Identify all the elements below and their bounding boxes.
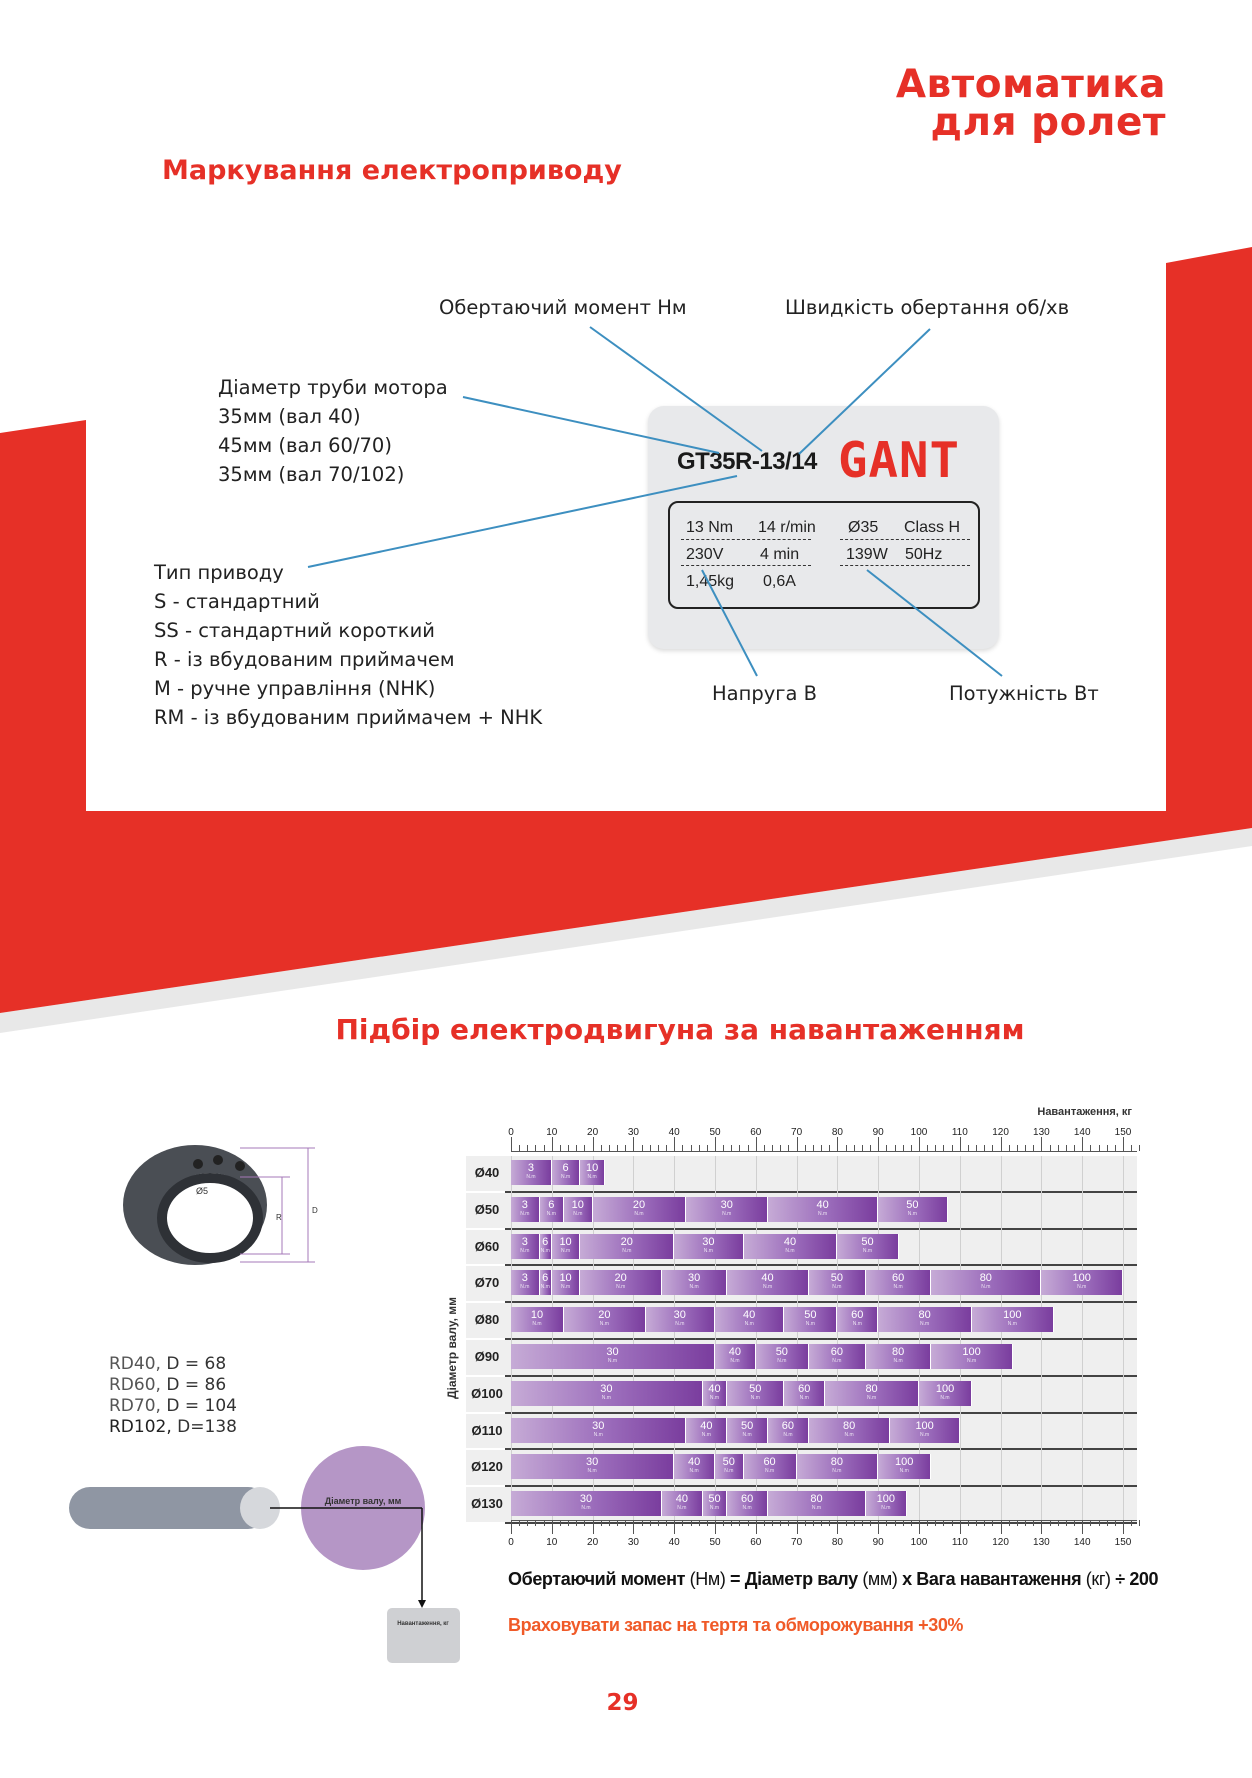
hole-label: Ø5 xyxy=(196,1186,208,1196)
spec-diameter: Ø35 xyxy=(848,519,879,536)
shaft-diagram-label: Діаметр валу, мм xyxy=(325,1496,402,1506)
diameter-block: Діаметр труби мотора 35мм (вал 40) 45мм … xyxy=(218,373,448,489)
brand-title: Автоматика для ролет xyxy=(895,62,1166,145)
rd-item: RD40, D = 68 xyxy=(109,1354,227,1374)
screw-hole-icon xyxy=(193,1159,203,1169)
shaft-cylinder xyxy=(69,1487,269,1529)
dash-line xyxy=(840,565,970,566)
plate-specs-box xyxy=(668,501,980,609)
screw-hole-icon xyxy=(213,1155,223,1165)
load-box xyxy=(387,1608,460,1663)
ring-inner xyxy=(157,1173,263,1263)
drive-type-heading: Тип приводу xyxy=(154,561,284,584)
gant-logo: GANT xyxy=(838,432,961,489)
brand-line-2: для ролет xyxy=(930,100,1166,145)
margin-note: Враховувати запас на тертя та обморожува… xyxy=(508,1615,964,1635)
spec-torque: 13 Nm xyxy=(686,519,734,536)
drive-type-option: RM - із вбудованим приймачем + NHK xyxy=(154,706,543,729)
callout-line-diameter xyxy=(462,396,720,454)
callout-line-power xyxy=(866,569,1003,677)
load-box-label: Навантаження, кг xyxy=(397,1621,449,1627)
shaft-end xyxy=(240,1487,280,1529)
torque-label: Обертаючий момент Нм xyxy=(439,296,687,319)
rd-item: RD60, D = 86 xyxy=(109,1375,227,1395)
spec-power: 139W xyxy=(846,546,888,563)
diameter-option: 45мм (вал 60/70) xyxy=(218,434,392,457)
spec-speed: 14 r/min xyxy=(758,519,816,536)
diameter-heading: Діаметр труби мотора xyxy=(218,376,448,399)
callout-line-voltage xyxy=(701,569,758,677)
power-label: Потужність Вт xyxy=(949,682,1099,705)
brand-line-1: Автоматика xyxy=(895,62,1166,107)
dash-line xyxy=(840,539,970,540)
drive-type-option: SS - стандартний короткий xyxy=(154,619,435,642)
selection-title: Підбір електродвигуна за навантаженням xyxy=(335,1013,1025,1046)
drive-type-option: M - ручне управління (NHK) xyxy=(154,677,436,700)
marking-title: Маркування електроприводу xyxy=(162,155,622,186)
callout-line-type xyxy=(307,475,738,568)
rd-item: RD70, D = 104 xyxy=(109,1396,237,1416)
r-label: R xyxy=(276,1213,282,1222)
adapter-ring-image: Ø5 R D xyxy=(123,1145,318,1265)
spec-frequency: 50Hz xyxy=(905,546,943,563)
callout-lines xyxy=(307,326,1003,677)
d-label: D xyxy=(312,1206,318,1215)
speed-label: Швидкість обертання об/хв xyxy=(785,296,1070,319)
rd-list: RD40, D = 68 RD60, D = 86 RD70, D = 104 … xyxy=(109,1354,237,1438)
red-band xyxy=(0,247,1252,1013)
diameter-option: 35мм (вал 70/102) xyxy=(218,463,405,486)
dash-line xyxy=(681,539,811,540)
voltage-label: Напруга В xyxy=(712,682,818,705)
callout-line-torque xyxy=(589,326,763,452)
callout-line-speed xyxy=(798,328,931,455)
plate-model: GT35R-13/14 xyxy=(677,448,817,475)
shaft-diagram: Діаметр валу, мм Навантаження, кг xyxy=(69,1446,460,1663)
dash-line xyxy=(681,565,811,566)
drive-type-option: R - із вбудованим приймачем xyxy=(154,648,455,671)
rd-item: RD102, D=138 xyxy=(109,1417,237,1437)
drive-type-option: S - стандартний xyxy=(154,590,320,613)
diameter-option: 35мм (вал 40) xyxy=(218,405,361,428)
spec-voltage: 230V xyxy=(686,546,724,563)
spec-class: Class H xyxy=(904,519,961,536)
spec-current: 0,6A xyxy=(763,573,796,590)
torque-formula: Обертаючий момент (Нм) = Діаметр валу (м… xyxy=(508,1569,1159,1589)
shadow-band xyxy=(0,828,1252,1033)
drive-type-block: Тип приводу S - стандартний SS - стандар… xyxy=(154,558,542,732)
screw-hole-icon xyxy=(235,1161,245,1171)
ring-hole xyxy=(162,1173,258,1257)
page-number: 29 xyxy=(606,1690,639,1716)
spec-weight: 1,45kg xyxy=(686,573,735,590)
spec-time: 4 min xyxy=(760,546,800,563)
